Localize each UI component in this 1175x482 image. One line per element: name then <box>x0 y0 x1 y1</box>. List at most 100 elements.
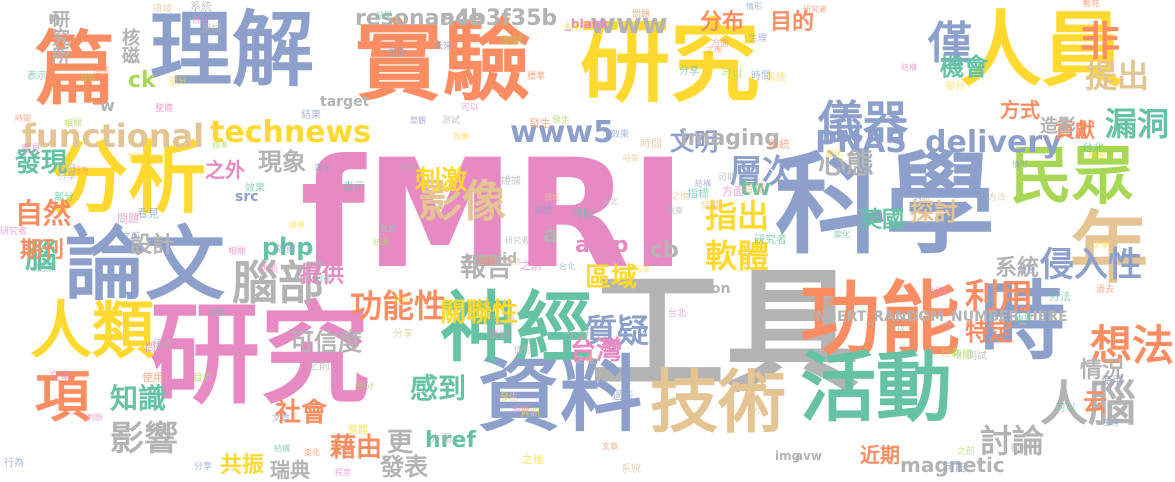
cloud-word: 人員 <box>960 3 1125 98</box>
cloud-word-small: 結構 <box>901 63 917 72</box>
cloud-word: delivery <box>925 125 1062 160</box>
cloud-word: 可信度 <box>290 328 362 356</box>
cloud-word: 藉由 <box>330 433 383 463</box>
cloud-word: imaging <box>680 126 781 151</box>
cloud-word-small: 時間 <box>640 137 662 150</box>
cloud-word: 神經 <box>440 283 592 372</box>
cloud-word-small: 可以 <box>889 324 905 333</box>
cloud-word-small: 領域 <box>544 193 560 202</box>
cloud-word: technews <box>210 115 372 150</box>
cloud-word-small: 時間 <box>751 71 771 82</box>
cloud-word: 功能性 <box>350 287 447 325</box>
cloud-word: 軟體 <box>705 237 770 275</box>
cloud-word-small: 之後 <box>575 355 595 366</box>
cloud-word-small: 相關 <box>228 247 247 257</box>
cloud-word: src <box>235 189 259 205</box>
cloud-word-small: 證據 <box>501 176 521 187</box>
cloud-word-small: 可能 <box>572 207 594 220</box>
cloud-word: 報告 <box>460 253 513 283</box>
cloud-word: 僅 <box>928 18 972 69</box>
cloud-word: 方式 <box>1000 98 1040 122</box>
cloud-word: 篇 <box>35 23 115 116</box>
cloud-word-small: 台北 <box>602 197 618 206</box>
cloud-word: 研究 <box>150 291 370 419</box>
cloud-word-small: 效果 <box>453 132 469 141</box>
cloud-word-small: 部分 <box>356 382 375 392</box>
cloud-word-small: 可以 <box>461 103 480 113</box>
cloud-word-small: 方面 <box>711 39 730 49</box>
cloud-word-small: 過去 <box>612 389 634 402</box>
cloud-word-small: 結果 <box>701 201 720 211</box>
cloud-word-small: 系統 <box>621 464 641 475</box>
cloud-word-small: 未來 <box>433 41 453 52</box>
cloud-word-small: 研究者 <box>803 5 827 14</box>
cloud-word-small: 指標 <box>209 308 225 317</box>
cloud-word-small: 標準 <box>212 141 228 150</box>
cloud-word-small: 之後 <box>522 453 544 466</box>
cloud-word: magnetic <box>900 453 1005 477</box>
cloud-word-small: 相關 <box>64 119 83 129</box>
cloud-word: 研究所 <box>49 10 70 64</box>
cloud-word-small: 行為 <box>4 458 24 469</box>
cloud-word-small: 分享 <box>58 172 77 182</box>
cloud-word-small: 部分 <box>54 192 74 203</box>
cloud-word: a <box>543 223 558 248</box>
cloud-word-small: 可能 <box>477 257 497 268</box>
cloud-word-small: 使用 <box>1101 374 1123 387</box>
cloud-word: 資料 <box>478 348 643 443</box>
cloud-word: 利用 <box>965 277 1033 317</box>
cloud-word: 文明 <box>670 128 718 156</box>
cloud-word-small: 時間 <box>623 154 639 163</box>
cloud-word-small: 問題 <box>117 212 139 225</box>
cloud-word-small: 可能 <box>944 461 966 474</box>
cloud-word: 目的 <box>770 10 815 35</box>
cloud-word: 年 <box>1070 204 1149 294</box>
cloud-word-small: 之前 <box>122 232 141 242</box>
cloud-word-small: 指標 <box>93 66 109 75</box>
cloud-word-small: 情形 <box>514 346 533 356</box>
cloud-word-small: 觀察 <box>667 206 683 215</box>
cloud-word: 心態 <box>818 147 875 180</box>
cloud-word-small: 分享 <box>194 462 213 472</box>
cloud-word-small: 分享 <box>679 66 699 77</box>
cloud-word: INSERT_RANDOM_NUMBER_HERE <box>810 309 1068 325</box>
cloud-word: fMRI <box>300 128 686 302</box>
cloud-word: 知識 <box>110 382 167 415</box>
cloud-word-small: 系統 <box>190 0 212 13</box>
cloud-word: 共振 <box>220 453 265 478</box>
cloud-word: 探討 <box>910 198 958 226</box>
cloud-word-small: 台北 <box>668 309 687 319</box>
cloud-word: 漏洞 <box>1105 105 1170 143</box>
cloud-word: 儀器 <box>818 96 909 149</box>
cloud-word-small: 程度 <box>58 164 77 174</box>
cloud-word-small: 之後 <box>671 192 690 202</box>
cloud-word-small: 可以 <box>721 67 743 80</box>
cloud-word: cb <box>650 238 679 263</box>
cloud-word-small: 結構 <box>695 179 711 188</box>
cloud-word-small: 重要 <box>1015 314 1034 324</box>
cloud-word-small: 發生 <box>80 74 96 83</box>
cloud-word-small: 看見 <box>743 182 765 195</box>
cloud-word-small: 部分 <box>946 82 965 92</box>
cloud-word-small: 文章 <box>1093 240 1109 249</box>
cloud-word: 非 <box>1080 19 1120 65</box>
cloud-word-small: 測試 <box>200 22 222 35</box>
cloud-word-small: 情形 <box>1012 160 1028 169</box>
cloud-word: 研究 <box>580 10 760 115</box>
cloud-word-small: 表示 <box>343 180 365 193</box>
cloud-word-small: 整體 <box>128 153 144 162</box>
cloud-word-small: 觀察 <box>1011 444 1030 454</box>
cloud-word: 項 <box>35 365 91 429</box>
cloud-word: 實驗 <box>355 10 532 113</box>
cloud-word-small: 發生 <box>552 116 571 126</box>
cloud-word-small: 測試 <box>967 351 987 362</box>
cloud-word-small: 變化 <box>834 230 850 239</box>
cloud-word: PNAS <box>815 125 907 160</box>
cloud-word: href <box>425 428 477 453</box>
cloud-word-small: 相關 <box>952 350 972 361</box>
cloud-word: 腦 <box>25 237 58 275</box>
cloud-word: 科學 <box>775 141 995 269</box>
cloud-word-small: 系統 <box>768 138 790 151</box>
cloud-word-small: 文章 <box>272 414 291 424</box>
cloud-word-small: 方面 <box>722 185 744 198</box>
